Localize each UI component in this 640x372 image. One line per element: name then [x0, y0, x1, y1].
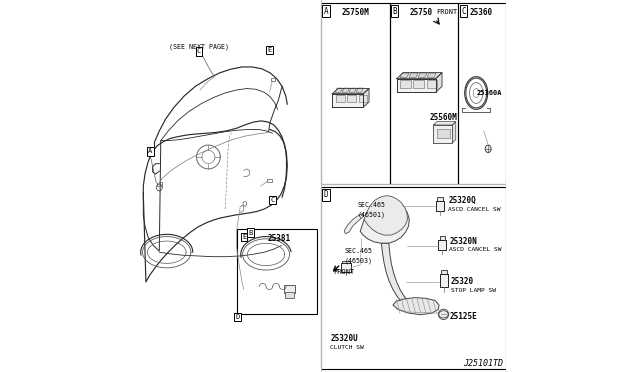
- Text: (46503): (46503): [344, 257, 372, 264]
- Text: 25320Q: 25320Q: [449, 196, 476, 205]
- Text: E: E: [242, 234, 246, 240]
- Text: CLUTCH SW: CLUTCH SW: [330, 345, 364, 350]
- Text: 25320U: 25320U: [330, 334, 358, 343]
- Text: D: D: [324, 190, 328, 199]
- Text: D: D: [236, 314, 239, 320]
- Polygon shape: [433, 122, 456, 125]
- Text: 25381: 25381: [267, 234, 291, 243]
- Text: STOP LAMP SW: STOP LAMP SW: [451, 288, 496, 294]
- Polygon shape: [356, 88, 364, 92]
- Text: ASCD CANCEL SW: ASCD CANCEL SW: [449, 207, 501, 212]
- Bar: [348, 95, 356, 102]
- Bar: [237, 229, 317, 314]
- Ellipse shape: [156, 184, 163, 191]
- Bar: [267, 179, 271, 182]
- Bar: [285, 292, 294, 298]
- Polygon shape: [393, 298, 439, 315]
- Text: E: E: [268, 47, 272, 53]
- Text: SEC.465: SEC.465: [344, 248, 372, 254]
- Bar: [336, 95, 345, 102]
- Polygon shape: [332, 94, 364, 107]
- Polygon shape: [364, 196, 408, 235]
- Text: C: C: [197, 48, 201, 54]
- Ellipse shape: [485, 145, 491, 153]
- Bar: [358, 95, 367, 102]
- Bar: [341, 263, 351, 272]
- Text: C: C: [271, 197, 275, 203]
- Bar: [437, 129, 450, 138]
- Bar: [390, 3, 458, 184]
- Polygon shape: [409, 73, 418, 77]
- Bar: [436, 201, 444, 211]
- Bar: [321, 187, 506, 369]
- Text: 25560M: 25560M: [429, 113, 458, 122]
- Bar: [284, 285, 294, 293]
- Text: C: C: [461, 7, 466, 16]
- Text: A: A: [324, 7, 328, 16]
- Polygon shape: [433, 125, 452, 143]
- Polygon shape: [381, 243, 408, 305]
- Text: (46501): (46501): [358, 211, 386, 218]
- Polygon shape: [418, 73, 427, 77]
- Text: 25750M: 25750M: [341, 8, 369, 17]
- Text: SEC.465: SEC.465: [358, 202, 386, 208]
- Bar: [440, 274, 448, 287]
- Bar: [342, 260, 349, 263]
- Polygon shape: [332, 89, 369, 94]
- Bar: [437, 197, 443, 201]
- Text: 25320: 25320: [451, 278, 474, 286]
- Polygon shape: [400, 73, 409, 77]
- Text: 25750: 25750: [410, 8, 433, 17]
- Bar: [438, 240, 447, 250]
- Text: 25360: 25360: [470, 8, 493, 17]
- Bar: [321, 3, 390, 184]
- Bar: [458, 3, 506, 184]
- Bar: [271, 78, 275, 81]
- Text: A: A: [148, 148, 152, 154]
- Bar: [440, 236, 445, 240]
- Polygon shape: [436, 73, 442, 93]
- Text: FRONT: FRONT: [436, 9, 458, 15]
- Polygon shape: [452, 122, 456, 143]
- Text: B: B: [249, 230, 253, 235]
- Polygon shape: [397, 78, 436, 93]
- Polygon shape: [364, 89, 369, 107]
- Ellipse shape: [439, 311, 448, 318]
- Polygon shape: [344, 214, 364, 234]
- Text: 25320N: 25320N: [449, 237, 477, 246]
- Polygon shape: [342, 88, 349, 92]
- Text: B: B: [392, 7, 397, 16]
- Text: 25360A: 25360A: [477, 90, 502, 96]
- Polygon shape: [335, 88, 342, 92]
- Polygon shape: [397, 73, 442, 78]
- Text: J25101TD: J25101TD: [463, 359, 503, 368]
- Polygon shape: [427, 73, 436, 77]
- Bar: [413, 80, 424, 88]
- Text: 25125E: 25125E: [449, 312, 477, 321]
- Text: (SEE NEXT PAGE): (SEE NEXT PAGE): [169, 43, 229, 50]
- Bar: [400, 80, 411, 88]
- Text: ASCD CANCEL SW: ASCD CANCEL SW: [449, 247, 502, 253]
- Ellipse shape: [243, 202, 246, 206]
- Text: FRONT: FRONT: [333, 269, 355, 275]
- Bar: [427, 80, 438, 88]
- Polygon shape: [349, 88, 356, 92]
- Bar: [441, 270, 447, 274]
- Polygon shape: [360, 199, 410, 243]
